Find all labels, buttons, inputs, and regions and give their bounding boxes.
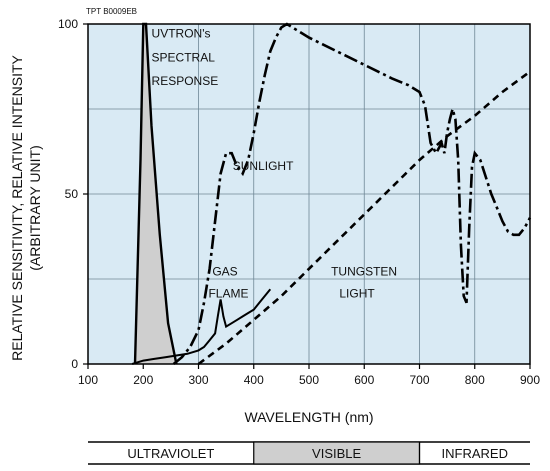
curve-annotation: GAS [212, 265, 237, 279]
x-tick-label: 200 [133, 373, 153, 387]
curve-annotation: TUNGSTEN [331, 265, 397, 279]
y-tick-label: 0 [71, 357, 78, 371]
x-tick-label: 700 [409, 373, 429, 387]
band-label: ULTRAVIOLET [127, 446, 214, 461]
curve-annotation: RESPONSE [152, 74, 219, 88]
y-axis-unit: (ARBITRARY UNIT) [27, 145, 43, 271]
x-tick-label: 800 [465, 373, 485, 387]
figure-code: TPT B0009EB [86, 7, 137, 16]
x-tick-label: 900 [520, 373, 540, 387]
curve-annotation: SPECTRAL [152, 50, 216, 64]
x-tick-label: 500 [299, 373, 319, 387]
axis-ticks: 100 200 300 400 500 600 700 800 900 0 50 100 [58, 17, 540, 387]
curve-annotations: UVTRON's SPECTRAL RESPONSE SUNLIGHT GAS FLAME… [152, 27, 398, 301]
curve-annotation: UVTRON's [152, 27, 211, 41]
curve-annotation: LIGHT [339, 287, 375, 301]
x-tick-label: 600 [354, 373, 374, 387]
curve-annotation: SUNLIGHT [233, 159, 294, 173]
y-tick-label: 100 [58, 17, 78, 31]
band-label: VISIBLE [312, 446, 361, 461]
band-label: INFRARED [442, 446, 508, 461]
uvtron-response-curve [133, 22, 178, 365]
curve-annotation: FLAME [208, 287, 248, 301]
x-axis-title: WAVELENGTH (nm) [244, 409, 373, 425]
x-tick-label: 300 [188, 373, 208, 387]
x-tick-label: 100 [78, 373, 98, 387]
x-tick-label: 400 [244, 373, 264, 387]
gas-flame-curve [131, 288, 272, 365]
y-axis-title: RELATIVE SENSITIVITY, RELATIVE INTENSITY [9, 54, 25, 360]
spectrum-band-bar: ULTRAVIOLET VISIBLE INFRARED [88, 441, 530, 465]
sunlight-curve [172, 22, 532, 366]
y-tick-label: 50 [65, 187, 79, 201]
